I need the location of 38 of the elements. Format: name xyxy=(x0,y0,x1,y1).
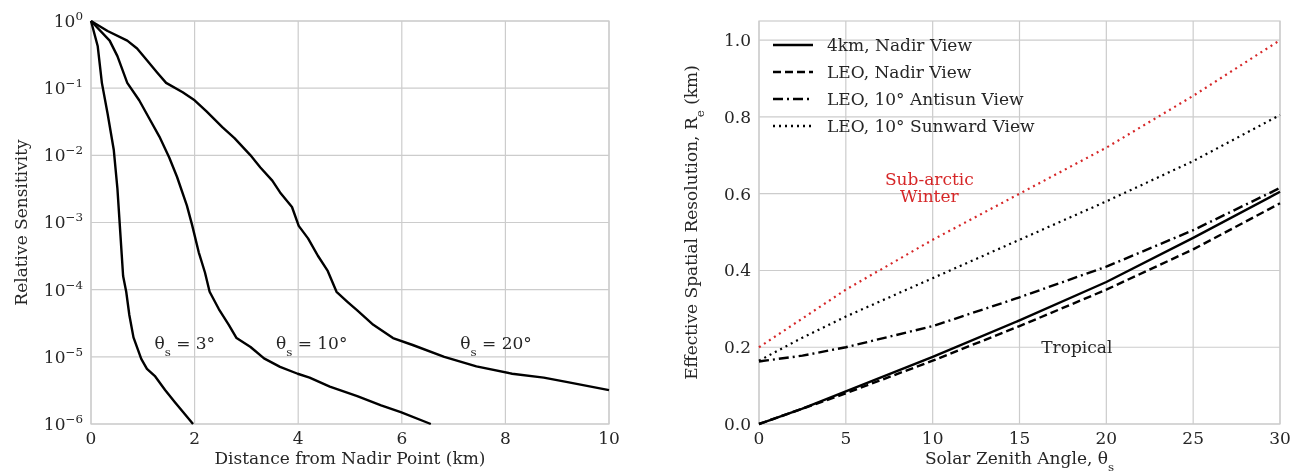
x-axis-title: Solar Zenith Angle, θ$_{s}$ xyxy=(924,448,1115,474)
y-tick-label: 0.2 xyxy=(723,337,751,358)
legend-label: LEO, 10° Sunward View xyxy=(827,115,1036,136)
x-tick-label: 2 xyxy=(189,428,201,448)
y-tick-label: 10$^{−1}$ xyxy=(43,76,83,99)
x-tick-label: 30 xyxy=(1269,428,1290,448)
annotation: Sub-arctic Winter xyxy=(884,169,974,207)
y-tick-label: 10$^{−4}$ xyxy=(43,277,83,300)
x-tick-label: 8 xyxy=(499,428,511,448)
y-tick-label: 1.0 xyxy=(723,30,751,51)
x-tick-label: 20 xyxy=(1095,428,1118,448)
x-axis-title: Distance from Nadir Point (km) xyxy=(214,448,486,468)
y-tick-label: 10$^{−2}$ xyxy=(43,143,83,166)
y-tick-label: 10$^{0}$ xyxy=(53,8,83,31)
x-tick-label: 15 xyxy=(1008,428,1031,448)
x-tick-label: 25 xyxy=(1182,428,1204,448)
y-tick-label: 10$^{−3}$ xyxy=(43,210,83,233)
x-tick-label: 5 xyxy=(840,428,852,448)
x-tick-label: 4 xyxy=(292,428,304,448)
y-tick-label: 10$^{−6}$ xyxy=(43,411,83,434)
x-tick-label: 0 xyxy=(85,428,97,448)
legend-label: 4km, Nadir View xyxy=(827,34,973,55)
x-tick-label: 0 xyxy=(753,428,765,448)
annotation: Tropical xyxy=(1041,337,1113,358)
legend-label: LEO, 10° Antisun View xyxy=(827,88,1024,109)
annotation: θ$_{s}$ = 20° xyxy=(460,333,532,360)
x-tick-label: 6 xyxy=(396,428,408,448)
y-tick-label: 0.0 xyxy=(723,413,751,434)
annotation: θ$_{s}$ = 10° xyxy=(275,333,348,360)
y-tick-label: 0.6 xyxy=(723,183,751,204)
y-axis-title: Relative Sensitivity xyxy=(11,138,31,306)
y-tick-label: 0.8 xyxy=(723,106,751,127)
y-tick-label: 0.4 xyxy=(723,260,751,281)
x-tick-label: 10 xyxy=(598,428,620,448)
y-tick-label: 10$^{−5}$ xyxy=(43,344,83,367)
legend-label: LEO, Nadir View xyxy=(827,61,972,82)
annotation: θ$_{s}$ = 3° xyxy=(154,333,216,360)
x-tick-label: 10 xyxy=(921,428,944,448)
